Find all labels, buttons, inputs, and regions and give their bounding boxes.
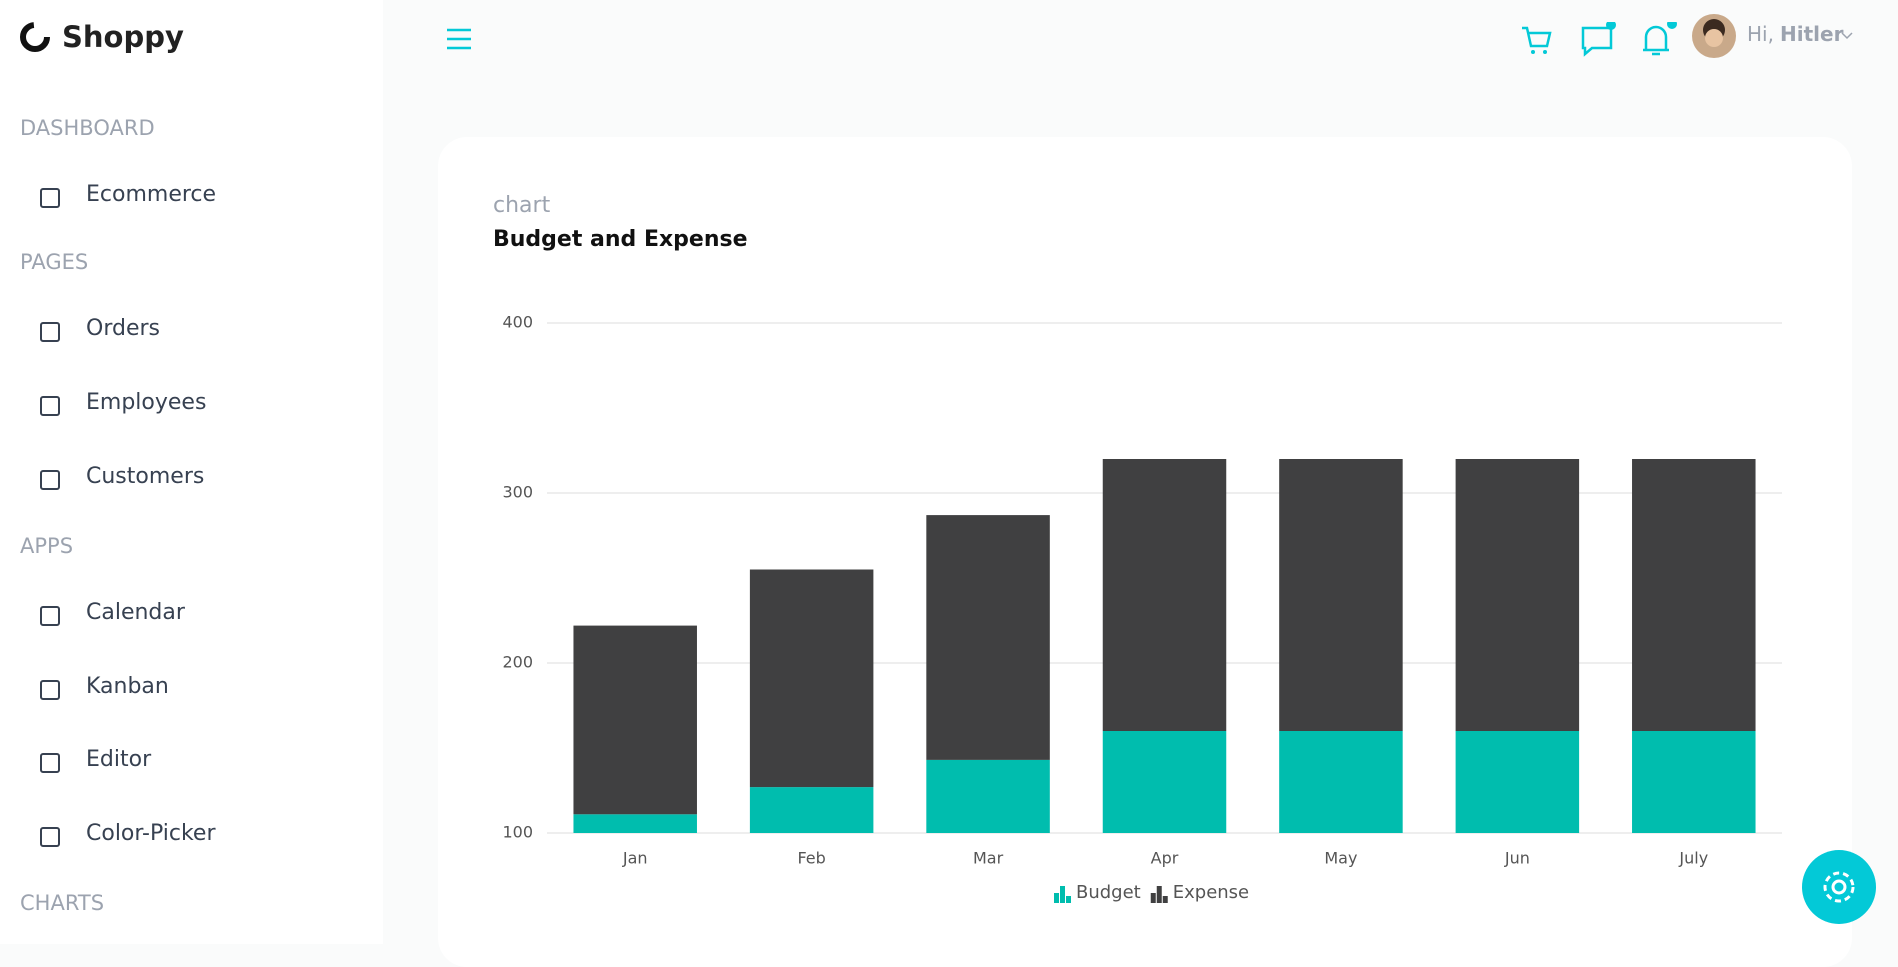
legend-icon (1054, 886, 1071, 903)
chart-card: chart Budget and Expense 100 200 300 400 Jan… (438, 137, 1852, 967)
chat-icon[interactable] (1581, 26, 1613, 57)
bar-segment (573, 625, 697, 815)
nav-item[interactable]: Kanban (86, 674, 169, 699)
bar-segment (573, 814, 697, 833)
nav-icon (40, 470, 60, 490)
nav-item[interactable]: Ecommerce (86, 182, 217, 207)
sidebar: Shoppy DASHBOARD Ecommerce PAGES Orders Empl… (0, 0, 383, 944)
bar-segment (1279, 731, 1403, 833)
nav-item[interactable]: Editor (86, 747, 152, 772)
menu-button[interactable] (446, 28, 472, 50)
chart: 100 200 300 400 Jan Feb Mar Apr May Jun July Budget… (502, 313, 1782, 903)
bar-segment (1102, 731, 1227, 833)
cart-icon[interactable] (1522, 26, 1552, 48)
nav-icon (40, 753, 60, 773)
x-tick-label: July (1678, 849, 1708, 868)
section-title: CHARTS (20, 891, 105, 915)
section-title: PAGES (20, 250, 89, 274)
section-title: DASHBOARD (20, 116, 155, 140)
bell-icon[interactable] (1643, 25, 1669, 56)
bar-segment (926, 759, 1050, 833)
x-tick-label: Feb (797, 849, 825, 868)
y-tick-label: 100 (502, 823, 533, 842)
bar-segment (1102, 459, 1227, 731)
nav-icon (40, 396, 60, 416)
logo (20, 22, 50, 52)
nav-icon (40, 322, 60, 342)
bar-segment (1455, 459, 1580, 731)
card-subtitle: chart (493, 193, 551, 218)
nav-item[interactable]: Color-Picker (86, 821, 216, 846)
y-tick-label: 400 (502, 313, 533, 332)
brand[interactable]: Shoppy (20, 20, 184, 54)
legend-label: Budget (1076, 882, 1141, 903)
nav-item[interactable]: Customers (86, 464, 205, 489)
bar-segment (926, 515, 1050, 760)
chevron[interactable] (1840, 31, 1854, 41)
page: Shoppy DASHBOARD Ecommerce PAGES Orders Empl… (0, 0, 1876, 944)
nav-icon (40, 606, 60, 626)
header-icons (1522, 22, 1677, 57)
legend-icon (1150, 886, 1168, 903)
bar-segment (1632, 459, 1756, 731)
nav-icon (40, 680, 60, 700)
bar-segment (1279, 459, 1403, 731)
x-tick-label: Jan (622, 849, 648, 868)
x-tick-label: Mar (973, 849, 1004, 868)
x-tick-label: Jun (1504, 849, 1530, 868)
y-tick-label: 300 (502, 483, 533, 502)
x-tick-label: Apr (1151, 849, 1179, 868)
nav-icon (40, 827, 60, 847)
bar-segment (1632, 731, 1756, 833)
settings-button[interactable] (1802, 850, 1876, 924)
y-tick-label: 200 (502, 653, 533, 672)
section-title: APPS (20, 534, 74, 558)
greeting: Hi, (1747, 22, 1774, 46)
avatar[interactable] (1692, 14, 1736, 58)
nav-item[interactable]: Calendar (86, 600, 185, 625)
nav-item[interactable]: Orders (86, 316, 160, 341)
legend-label: Expense (1173, 882, 1249, 903)
bar-segment (749, 787, 874, 833)
user-name[interactable]: Hitler (1780, 22, 1844, 46)
brand-name: Shoppy (62, 20, 184, 54)
chart-title: Budget and Expense (493, 227, 748, 252)
bar-segment (1455, 731, 1580, 833)
nav-icon (40, 188, 60, 208)
x-tick-label: May (1324, 849, 1357, 868)
bar-segment (749, 569, 874, 788)
nav-item[interactable]: Employees (86, 390, 207, 415)
